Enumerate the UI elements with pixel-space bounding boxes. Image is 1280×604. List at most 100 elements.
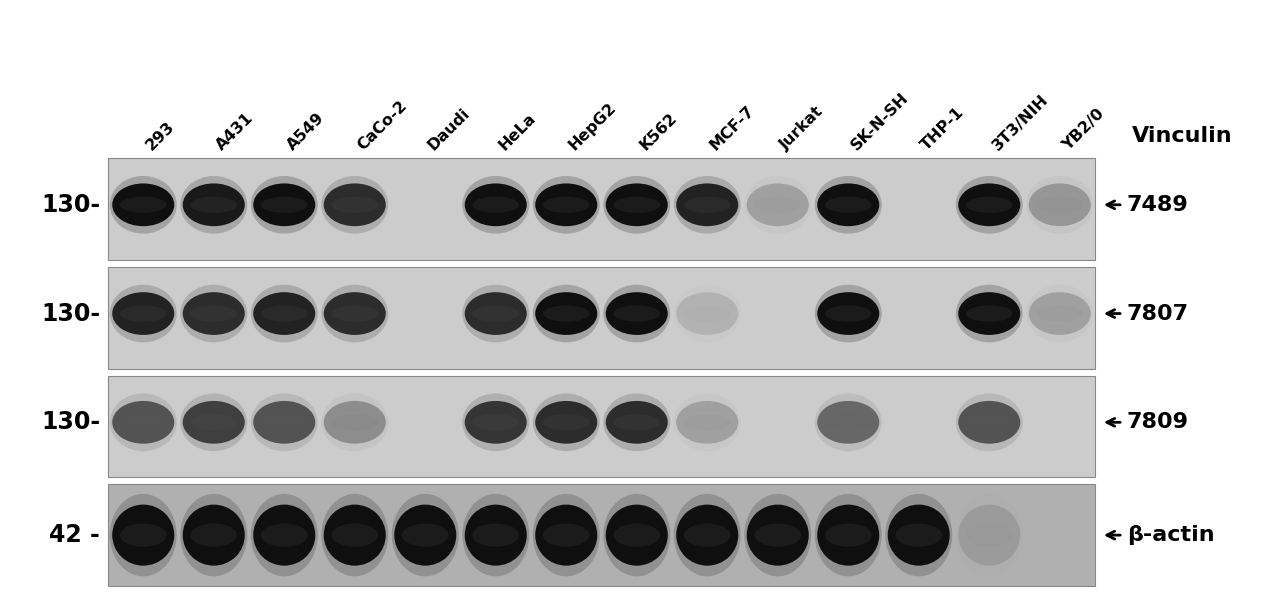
Ellipse shape bbox=[673, 393, 741, 451]
Ellipse shape bbox=[321, 176, 388, 234]
Ellipse shape bbox=[465, 292, 527, 335]
Ellipse shape bbox=[959, 401, 1020, 444]
Ellipse shape bbox=[959, 292, 1020, 335]
Ellipse shape bbox=[324, 401, 385, 444]
Ellipse shape bbox=[966, 414, 1012, 431]
Ellipse shape bbox=[251, 494, 317, 576]
Ellipse shape bbox=[613, 414, 660, 431]
Ellipse shape bbox=[959, 504, 1020, 566]
Ellipse shape bbox=[826, 524, 872, 547]
Ellipse shape bbox=[465, 184, 527, 226]
Ellipse shape bbox=[896, 524, 942, 547]
Ellipse shape bbox=[676, 504, 739, 566]
Ellipse shape bbox=[465, 504, 527, 566]
Ellipse shape bbox=[110, 393, 177, 451]
Ellipse shape bbox=[332, 524, 378, 547]
Ellipse shape bbox=[191, 197, 237, 213]
Text: A549: A549 bbox=[284, 110, 328, 153]
Ellipse shape bbox=[886, 494, 952, 576]
Text: 3T3/NIH: 3T3/NIH bbox=[989, 91, 1051, 153]
Ellipse shape bbox=[605, 292, 668, 335]
Text: HepG2: HepG2 bbox=[566, 100, 620, 153]
Text: 130-: 130- bbox=[41, 193, 100, 217]
Ellipse shape bbox=[956, 393, 1023, 451]
Ellipse shape bbox=[535, 401, 598, 444]
Ellipse shape bbox=[253, 504, 315, 566]
Ellipse shape bbox=[1027, 176, 1093, 234]
Ellipse shape bbox=[120, 306, 166, 322]
Text: CaCo-2: CaCo-2 bbox=[355, 98, 410, 153]
Ellipse shape bbox=[180, 393, 247, 451]
Text: 293: 293 bbox=[143, 119, 178, 153]
Ellipse shape bbox=[113, 292, 174, 335]
Ellipse shape bbox=[815, 284, 882, 342]
Ellipse shape bbox=[754, 197, 801, 213]
Ellipse shape bbox=[888, 504, 950, 566]
Ellipse shape bbox=[532, 393, 600, 451]
Ellipse shape bbox=[321, 393, 388, 451]
Text: HeLa: HeLa bbox=[495, 111, 539, 153]
Ellipse shape bbox=[113, 504, 174, 566]
Ellipse shape bbox=[332, 197, 378, 213]
Ellipse shape bbox=[603, 494, 671, 576]
Ellipse shape bbox=[532, 284, 600, 342]
Text: Daudi: Daudi bbox=[425, 105, 474, 153]
Text: 7489: 7489 bbox=[1126, 195, 1189, 215]
Ellipse shape bbox=[605, 401, 668, 444]
Ellipse shape bbox=[684, 414, 731, 431]
Bar bbox=[108, 376, 1094, 477]
Ellipse shape bbox=[603, 176, 671, 234]
Ellipse shape bbox=[180, 176, 247, 234]
Ellipse shape bbox=[462, 284, 529, 342]
Ellipse shape bbox=[1027, 284, 1093, 342]
Ellipse shape bbox=[744, 176, 812, 234]
Ellipse shape bbox=[472, 524, 518, 547]
Ellipse shape bbox=[826, 414, 872, 431]
Ellipse shape bbox=[253, 292, 315, 335]
Text: 130-: 130- bbox=[41, 410, 100, 434]
Ellipse shape bbox=[815, 494, 882, 576]
Ellipse shape bbox=[253, 401, 315, 444]
Ellipse shape bbox=[684, 524, 731, 547]
Ellipse shape bbox=[465, 401, 527, 444]
Ellipse shape bbox=[543, 197, 590, 213]
Ellipse shape bbox=[817, 292, 879, 335]
Ellipse shape bbox=[817, 184, 879, 226]
Ellipse shape bbox=[605, 504, 668, 566]
Ellipse shape bbox=[746, 504, 809, 566]
Ellipse shape bbox=[956, 176, 1023, 234]
Ellipse shape bbox=[113, 401, 174, 444]
Ellipse shape bbox=[472, 197, 518, 213]
Ellipse shape bbox=[261, 524, 307, 547]
Ellipse shape bbox=[966, 306, 1012, 322]
Ellipse shape bbox=[261, 306, 307, 322]
Ellipse shape bbox=[472, 306, 518, 322]
Ellipse shape bbox=[324, 504, 385, 566]
Ellipse shape bbox=[676, 292, 739, 335]
Ellipse shape bbox=[826, 306, 872, 322]
Ellipse shape bbox=[321, 284, 388, 342]
Text: MCF-7: MCF-7 bbox=[708, 103, 758, 153]
Text: SK-N-SH: SK-N-SH bbox=[849, 90, 911, 153]
Bar bbox=[108, 158, 1094, 260]
Text: Jurkat: Jurkat bbox=[778, 104, 827, 153]
Ellipse shape bbox=[324, 292, 385, 335]
Ellipse shape bbox=[321, 494, 388, 576]
Ellipse shape bbox=[532, 176, 600, 234]
Ellipse shape bbox=[744, 494, 812, 576]
Ellipse shape bbox=[120, 414, 166, 431]
Ellipse shape bbox=[673, 176, 741, 234]
Ellipse shape bbox=[613, 524, 660, 547]
Text: Vinculin: Vinculin bbox=[1132, 126, 1233, 146]
Ellipse shape bbox=[613, 306, 660, 322]
Text: THP-1: THP-1 bbox=[919, 104, 968, 153]
Text: 7809: 7809 bbox=[1126, 413, 1189, 432]
Ellipse shape bbox=[817, 504, 879, 566]
Ellipse shape bbox=[472, 414, 518, 431]
Ellipse shape bbox=[543, 524, 590, 547]
Ellipse shape bbox=[815, 393, 882, 451]
Ellipse shape bbox=[462, 393, 529, 451]
Ellipse shape bbox=[543, 306, 590, 322]
Ellipse shape bbox=[191, 306, 237, 322]
Ellipse shape bbox=[332, 414, 378, 431]
